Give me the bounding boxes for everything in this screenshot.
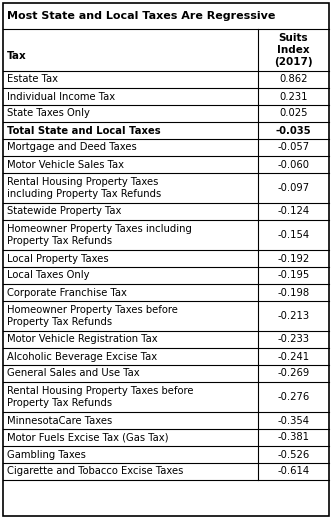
Text: Total State and Local Taxes: Total State and Local Taxes (7, 126, 161, 135)
Text: Cigarette and Tobacco Excise Taxes: Cigarette and Tobacco Excise Taxes (7, 467, 183, 476)
Text: MinnesotaCare Taxes: MinnesotaCare Taxes (7, 416, 112, 426)
Text: -0.276: -0.276 (277, 392, 310, 402)
Text: Local Property Taxes: Local Property Taxes (7, 253, 109, 264)
Text: -0.192: -0.192 (277, 253, 310, 264)
Text: -0.060: -0.060 (278, 159, 309, 170)
Text: Most State and Local Taxes Are Regressive: Most State and Local Taxes Are Regressiv… (7, 11, 275, 21)
Text: Rental Housing Property Taxes
including Property Tax Refunds: Rental Housing Property Taxes including … (7, 177, 161, 199)
Text: -0.195: -0.195 (277, 270, 310, 280)
Text: -0.035: -0.035 (276, 126, 311, 135)
Text: -0.269: -0.269 (277, 368, 310, 378)
Text: 0.862: 0.862 (279, 75, 308, 85)
Text: Homeowner Property Taxes before
Property Tax Refunds: Homeowner Property Taxes before Property… (7, 305, 178, 327)
Text: State Taxes Only: State Taxes Only (7, 108, 90, 118)
Text: 0.025: 0.025 (279, 108, 308, 118)
Text: -0.198: -0.198 (278, 288, 309, 297)
Text: -0.097: -0.097 (278, 183, 309, 193)
Text: -0.614: -0.614 (278, 467, 309, 476)
Text: -0.381: -0.381 (278, 432, 309, 443)
Text: Tax: Tax (7, 51, 27, 61)
Text: Motor Vehicle Sales Tax: Motor Vehicle Sales Tax (7, 159, 124, 170)
Text: Homeowner Property Taxes including
Property Tax Refunds: Homeowner Property Taxes including Prope… (7, 224, 192, 246)
Text: Individual Income Tax: Individual Income Tax (7, 91, 115, 102)
Text: Estate Tax: Estate Tax (7, 75, 58, 85)
Text: -0.213: -0.213 (278, 311, 309, 321)
Text: 0.231: 0.231 (279, 91, 308, 102)
Text: -0.526: -0.526 (277, 449, 310, 459)
Text: Alcoholic Beverage Excise Tax: Alcoholic Beverage Excise Tax (7, 351, 157, 362)
Text: -0.154: -0.154 (278, 230, 309, 240)
Text: Corporate Franchise Tax: Corporate Franchise Tax (7, 288, 127, 297)
Text: -0.124: -0.124 (278, 207, 309, 216)
Text: Motor Fuels Excise Tax (Gas Tax): Motor Fuels Excise Tax (Gas Tax) (7, 432, 169, 443)
Text: Gambling Taxes: Gambling Taxes (7, 449, 86, 459)
Text: -0.241: -0.241 (278, 351, 309, 362)
Text: -0.057: -0.057 (278, 143, 309, 153)
Text: -0.354: -0.354 (278, 416, 309, 426)
Text: Motor Vehicle Registration Tax: Motor Vehicle Registration Tax (7, 335, 158, 345)
Text: Statewide Property Tax: Statewide Property Tax (7, 207, 122, 216)
Text: Mortgage and Deed Taxes: Mortgage and Deed Taxes (7, 143, 137, 153)
Text: Suits
Index
(2017): Suits Index (2017) (274, 33, 313, 66)
Text: Rental Housing Property Taxes before
Property Tax Refunds: Rental Housing Property Taxes before Pro… (7, 386, 194, 408)
Text: Local Taxes Only: Local Taxes Only (7, 270, 90, 280)
Text: -0.233: -0.233 (278, 335, 309, 345)
Text: General Sales and Use Tax: General Sales and Use Tax (7, 368, 140, 378)
